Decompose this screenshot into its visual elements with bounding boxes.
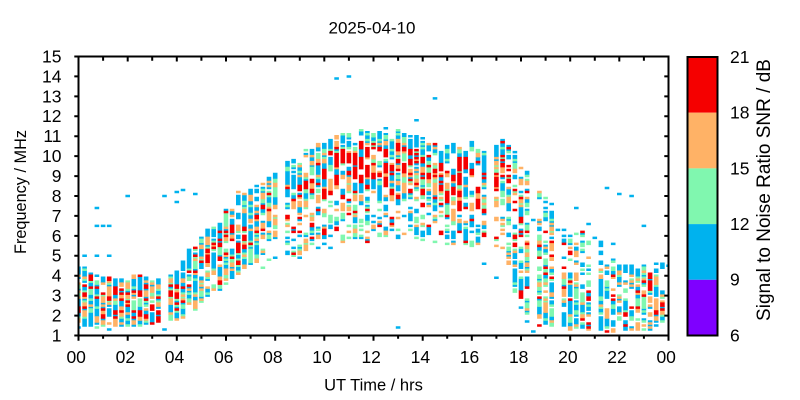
svg-text:00: 00 xyxy=(66,347,86,367)
svg-text:6: 6 xyxy=(52,226,62,246)
svg-text:21: 21 xyxy=(730,47,749,67)
svg-text:6: 6 xyxy=(730,325,740,345)
svg-text:Frequency / MHz: Frequency / MHz xyxy=(12,130,30,254)
svg-text:1: 1 xyxy=(52,325,62,345)
svg-text:9: 9 xyxy=(730,270,740,290)
svg-text:Signal to Noise Ratio SNR / dB: Signal to Noise Ratio SNR / dB xyxy=(754,59,775,321)
svg-text:10: 10 xyxy=(42,146,62,166)
svg-text:UT Time / hrs: UT Time / hrs xyxy=(324,377,423,395)
svg-text:2: 2 xyxy=(52,306,62,326)
svg-text:08: 08 xyxy=(263,347,282,367)
svg-text:3: 3 xyxy=(52,286,62,306)
svg-text:04: 04 xyxy=(165,347,185,367)
svg-text:4: 4 xyxy=(52,266,62,286)
svg-text:7: 7 xyxy=(52,206,62,226)
svg-text:9: 9 xyxy=(52,166,62,186)
svg-text:8: 8 xyxy=(52,186,62,206)
svg-text:11: 11 xyxy=(43,126,61,146)
svg-text:12: 12 xyxy=(361,347,380,367)
svg-text:20: 20 xyxy=(558,347,578,367)
svg-text:13: 13 xyxy=(42,86,61,106)
svg-text:02: 02 xyxy=(116,347,135,367)
svg-text:22: 22 xyxy=(607,347,626,367)
svg-text:15: 15 xyxy=(42,46,61,66)
svg-text:00: 00 xyxy=(656,347,676,367)
svg-text:10: 10 xyxy=(312,347,332,367)
svg-text:16: 16 xyxy=(460,347,479,367)
svg-text:18: 18 xyxy=(509,347,528,367)
svg-text:5: 5 xyxy=(52,246,62,266)
svg-text:15: 15 xyxy=(730,158,749,178)
svg-text:12: 12 xyxy=(42,106,61,126)
svg-text:18: 18 xyxy=(730,103,749,123)
svg-text:14: 14 xyxy=(411,347,431,367)
svg-text:06: 06 xyxy=(214,347,233,367)
svg-text:12: 12 xyxy=(730,214,749,234)
svg-text:14: 14 xyxy=(42,66,62,86)
svg-text:2025-04-10: 2025-04-10 xyxy=(329,19,416,38)
